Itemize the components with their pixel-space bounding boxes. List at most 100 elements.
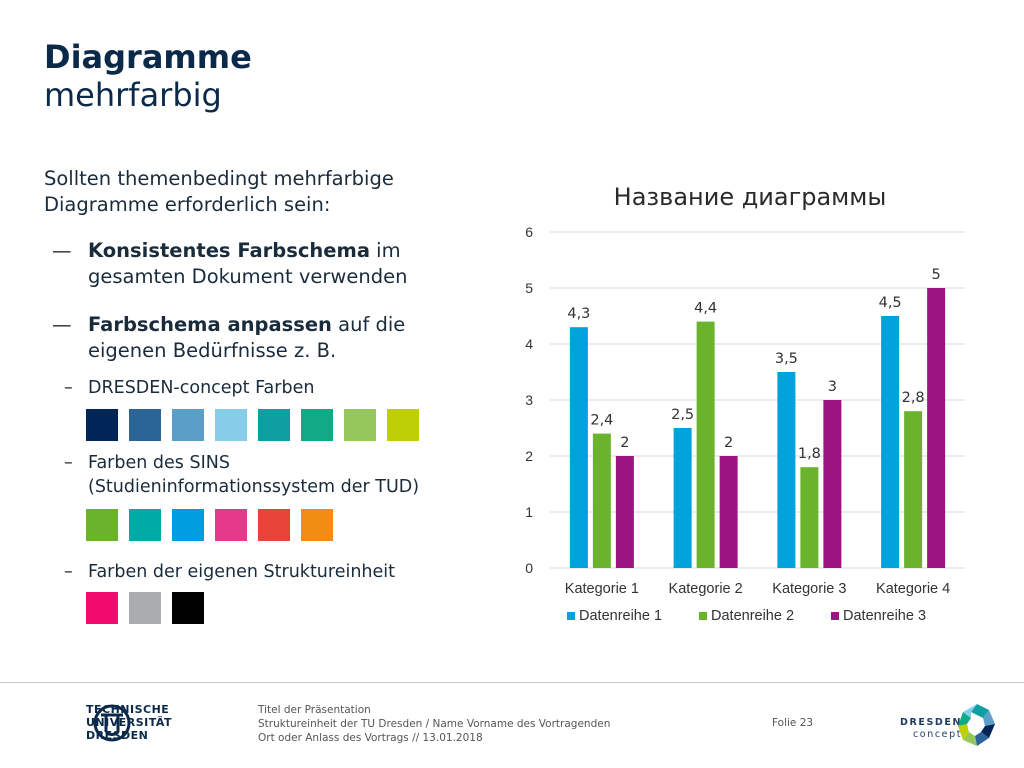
title-normal: mehrfarbig (44, 76, 222, 114)
intro-text: Sollten themenbedingt mehrfarbige Diagra… (44, 167, 394, 216)
bar (615, 456, 634, 568)
color-swatch (344, 409, 376, 441)
data-label: 5 (932, 267, 941, 283)
chart-svg: Название диаграммы 0 1 2 3 4 5 6 4,3 2,4 2 Katego… (525, 183, 965, 624)
data-label: 4,4 (694, 301, 717, 317)
x-tick-label: Kategorie 3 (772, 581, 846, 597)
bullet-bold-text: Farbschema anpassen (88, 313, 332, 336)
data-label: 2,8 (902, 390, 925, 406)
x-tick-label: Kategorie 1 (565, 581, 639, 597)
x-tick-label: Kategorie 2 (669, 581, 743, 597)
data-label: 3,5 (775, 351, 798, 367)
legend-label: Datenreihe 2 (711, 608, 794, 624)
tud-logo-icon (93, 704, 131, 742)
dresden-concept-text: DRESDEN concept (900, 717, 962, 741)
color-swatch (129, 409, 161, 441)
slide-number: Folie 23 (772, 717, 814, 729)
slide-title: Diagramme mehrfarbig (44, 38, 252, 114)
sub-dash: – (64, 562, 73, 582)
data-label: 2 (724, 435, 733, 451)
swatch-row-own (44, 592, 464, 624)
bar (823, 400, 842, 568)
footer-divider (0, 682, 1024, 683)
bar (569, 327, 588, 568)
data-label: 1,8 (798, 446, 821, 462)
bar (592, 433, 611, 568)
bar (719, 456, 738, 568)
bullet-dash: — (52, 313, 72, 336)
y-tick-label: 5 (525, 280, 533, 296)
bar (904, 411, 923, 568)
color-swatch (258, 509, 290, 541)
bar-chart: Название диаграммы 0 1 2 3 4 5 6 4,3 2,4 2 Katego… (500, 175, 1000, 645)
footer-info-line: Struktureinheit der TU Dresden / Name Vo… (258, 718, 611, 730)
data-label: 4,3 (567, 306, 590, 322)
bullet-text: im gesamten Dokument verwenden (88, 239, 408, 288)
sub-text: Farben der eigenen Struktureinheit (88, 562, 396, 582)
bullet-adapt-scheme: — Farbschema anpassen auf die eigenen Be… (44, 312, 464, 364)
swatch-row-sins (44, 509, 464, 541)
tud-line: TECHNISCHE (86, 703, 170, 716)
bullet-text: auf die eigenen Bedürfnisse z. B. (88, 313, 406, 362)
legend-label: Datenreihe 3 (843, 608, 926, 624)
bar (673, 428, 692, 568)
x-tick-label: Kategorie 4 (876, 581, 950, 597)
color-swatch (172, 409, 204, 441)
color-swatch (258, 409, 290, 441)
y-tick-label: 4 (525, 336, 533, 352)
y-tick-label: 1 (525, 504, 533, 520)
color-swatch (301, 409, 333, 441)
data-label: 3 (828, 379, 837, 395)
bar (696, 321, 715, 568)
bullet-consistent-scheme: — Konsistentes Farbschema im gesamten Do… (44, 238, 464, 290)
legend-swatch (699, 612, 707, 620)
text-column: Sollten themenbedingt mehrfarbige Diagra… (44, 166, 464, 624)
color-swatch (172, 509, 204, 541)
color-swatch (129, 592, 161, 624)
dc-line: DRESDEN (900, 717, 963, 728)
bar (800, 467, 819, 568)
legend-swatch (831, 612, 839, 620)
footer-info-line: Titel der Präsentation (258, 704, 371, 716)
sub-dash: – (64, 378, 73, 398)
dresden-concept-logo-icon (958, 704, 995, 746)
y-tick-label: 6 (525, 224, 533, 240)
bar (777, 372, 796, 568)
footer-info-line: Ort oder Anlass des Vortrags // 13.01.20… (258, 732, 483, 744)
color-swatch (215, 509, 247, 541)
sub-dash: – (64, 453, 73, 473)
color-swatch (301, 509, 333, 541)
chart-title: Название диаграммы (614, 183, 887, 211)
color-swatch (172, 592, 204, 624)
y-tick-label: 0 (525, 560, 533, 576)
data-label: 2,5 (671, 407, 694, 423)
y-tick-label: 2 (525, 448, 533, 464)
color-swatch (387, 409, 419, 441)
y-tick-label: 3 (525, 392, 533, 408)
footer-info: Titel der Präsentation Struktureinheit d… (258, 703, 610, 745)
sub-bullet-dresden-colors: – DRESDEN-concept Farben (44, 376, 464, 400)
color-swatch (86, 409, 118, 441)
legend-label: Datenreihe 1 (579, 608, 662, 624)
sub-text: Farben des SINS (Studieninformationssyst… (88, 453, 420, 497)
color-swatch (86, 509, 118, 541)
data-label: 2,4 (590, 413, 613, 429)
tud-line: UNIVERSITÄT (86, 716, 173, 729)
legend-swatch (567, 612, 575, 620)
sub-bullet-sins-colors: – Farben des SINS (Studieninformationssy… (44, 451, 464, 499)
tud-line: DRESDEN (86, 729, 149, 742)
color-swatch (215, 409, 247, 441)
bullet-dash: — (52, 239, 72, 262)
sub-text: DRESDEN-concept Farben (88, 378, 315, 398)
dc-line: concept (912, 729, 963, 740)
bar (881, 316, 900, 568)
bullet-bold-text: Konsistentes Farbschema (88, 239, 370, 262)
swatch-row-dresden (44, 409, 464, 441)
sub-bullet-own-colors: – Farben der eigenen Struktureinheit (44, 560, 464, 584)
data-label: 4,5 (879, 295, 902, 311)
color-swatch (86, 592, 118, 624)
bar (927, 288, 946, 568)
title-bold: Diagramme (44, 38, 252, 76)
color-swatch (129, 509, 161, 541)
data-label: 2 (620, 435, 629, 451)
